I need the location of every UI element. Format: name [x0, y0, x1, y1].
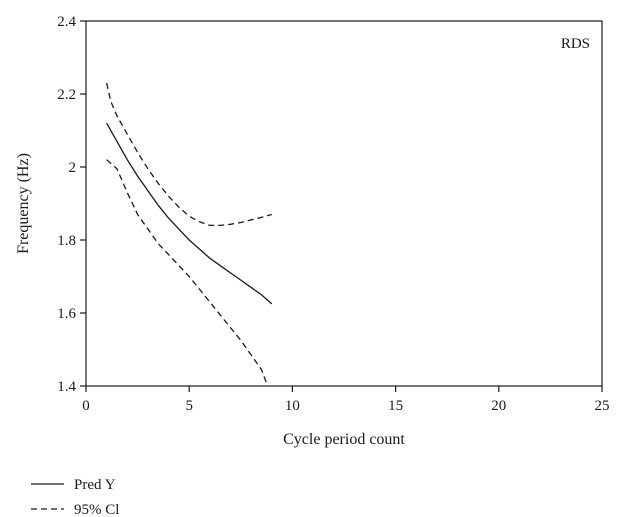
x-tick-label: 10	[285, 398, 300, 414]
y-tick-label: 2	[69, 160, 77, 176]
ci-line-1	[106, 82, 272, 227]
legend-label-ci: 95% Cl	[74, 502, 119, 517]
chart-annotation: RDS	[561, 36, 590, 52]
y-tick-label: 2.4	[57, 14, 76, 30]
x-tick-label: 15	[388, 398, 403, 414]
y-tick-label: 1.6	[57, 306, 76, 322]
x-tick-label: 5	[185, 398, 193, 414]
x-tick-label: 25	[595, 398, 610, 414]
legend: Pred Y 95% Cl	[31, 477, 119, 517]
x-tick-label: 20	[491, 398, 506, 414]
legend-label-pred-y: Pred Y	[74, 477, 116, 493]
y-tick-label: 2.2	[57, 87, 76, 103]
x-tick-label: 0	[82, 398, 90, 414]
series-group	[106, 82, 273, 387]
y-tick-label: 1.4	[57, 379, 76, 395]
pred-y-line	[106, 122, 273, 305]
ci-line-2	[106, 159, 269, 387]
y-axis-title: Frequency (Hz)	[15, 153, 32, 254]
x-axis-title: Cycle period count	[283, 431, 405, 448]
y-tick-label: 1.8	[57, 233, 76, 249]
axes: 0 5 10 15 20 25 1.4 1.6 1.8 2 2.2 2.4	[57, 14, 609, 414]
plot-border	[85, 20, 603, 387]
